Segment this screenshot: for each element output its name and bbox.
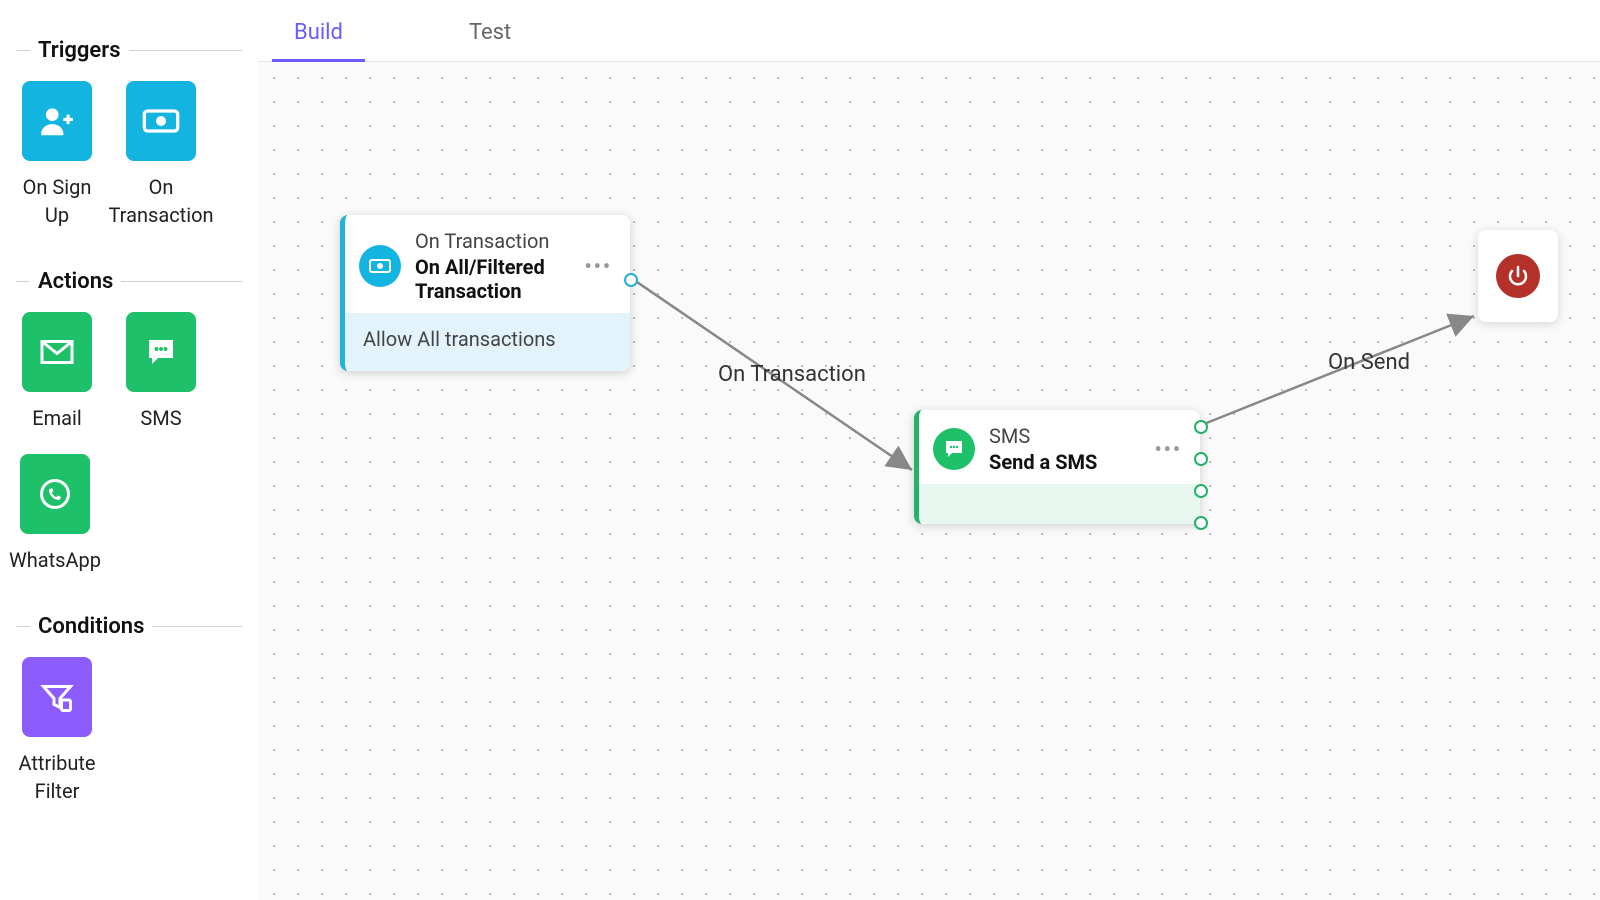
- app-root: Triggers On Sign Up On Transaction Actio…: [0, 0, 1600, 900]
- power-icon: [1496, 254, 1540, 298]
- action-tile-email[interactable]: Email: [18, 312, 96, 432]
- user-plus-icon: [22, 81, 92, 161]
- edge-label-on-send: On Send: [1328, 350, 1410, 375]
- tile-label: Email: [32, 404, 82, 432]
- output-port[interactable]: [624, 273, 638, 287]
- node-body: [919, 484, 1200, 524]
- conditions-grid: Attribute Filter: [16, 657, 242, 805]
- node-end[interactable]: [1478, 230, 1558, 322]
- action-tile-whatsapp[interactable]: WhatsApp: [16, 454, 94, 574]
- tab-build[interactable]: Build: [286, 20, 351, 61]
- main-area: Build Test On Transaction On Send: [258, 0, 1600, 900]
- node-type-label: On Transaction: [415, 229, 570, 253]
- action-tile-sms[interactable]: SMS: [122, 312, 200, 432]
- flow-canvas[interactable]: On Transaction On Send On Transaction On…: [258, 62, 1600, 900]
- money-icon: [126, 81, 196, 161]
- section-title: Conditions: [38, 614, 144, 639]
- divider: [121, 281, 242, 282]
- chat-icon: [126, 312, 196, 392]
- node-header: SMS Send a SMS •••: [919, 410, 1200, 484]
- tile-label: On Sign Up: [18, 173, 96, 229]
- node-titles: SMS Send a SMS: [989, 424, 1140, 474]
- divider: [129, 50, 242, 51]
- chat-icon: [933, 428, 975, 470]
- divider: [16, 50, 30, 51]
- tile-label: SMS: [140, 404, 181, 432]
- tile-label: On Transaction: [108, 173, 213, 229]
- mail-icon: [22, 312, 92, 392]
- section-header-actions: Actions: [16, 269, 242, 294]
- money-icon: [359, 245, 401, 287]
- output-port[interactable]: [1194, 452, 1208, 466]
- triggers-grid: On Sign Up On Transaction: [16, 81, 242, 229]
- output-port[interactable]: [1194, 516, 1208, 530]
- node-titles: On Transaction On All/Filtered Transacti…: [415, 229, 570, 303]
- node-sms[interactable]: SMS Send a SMS •••: [914, 410, 1200, 524]
- tabs: Build Test: [258, 0, 1600, 62]
- output-port[interactable]: [1194, 484, 1208, 498]
- node-on-transaction[interactable]: On Transaction On All/Filtered Transacti…: [340, 215, 630, 371]
- edge-label-on-transaction: On Transaction: [718, 362, 866, 387]
- tab-test[interactable]: Test: [461, 20, 519, 61]
- section-title: Actions: [38, 269, 113, 294]
- section-title: Triggers: [38, 38, 121, 63]
- condition-tile-attribute-filter[interactable]: Attribute Filter: [18, 657, 96, 805]
- filter-icon: [22, 657, 92, 737]
- node-more-menu[interactable]: •••: [584, 254, 612, 278]
- sidebar: Triggers On Sign Up On Transaction Actio…: [0, 0, 258, 900]
- node-body: Allow All transactions: [345, 313, 630, 371]
- node-more-menu[interactable]: •••: [1154, 437, 1182, 461]
- whatsapp-icon: [20, 454, 90, 534]
- trigger-tile-on-sign-up[interactable]: On Sign Up: [18, 81, 96, 229]
- node-type-label: SMS: [989, 424, 1140, 448]
- node-title: On All/Filtered Transaction: [415, 255, 570, 303]
- tile-label: WhatsApp: [9, 546, 101, 574]
- section-header-conditions: Conditions: [16, 614, 242, 639]
- divider: [152, 626, 242, 627]
- divider: [16, 281, 30, 282]
- trigger-tile-on-transaction[interactable]: On Transaction: [122, 81, 200, 229]
- node-header: On Transaction On All/Filtered Transacti…: [345, 215, 630, 313]
- divider: [16, 626, 30, 627]
- tile-label: Attribute Filter: [18, 749, 96, 805]
- node-title: Send a SMS: [989, 450, 1140, 474]
- output-port[interactable]: [1194, 420, 1208, 434]
- actions-grid: Email SMS WhatsApp: [16, 312, 242, 574]
- section-header-triggers: Triggers: [16, 38, 242, 63]
